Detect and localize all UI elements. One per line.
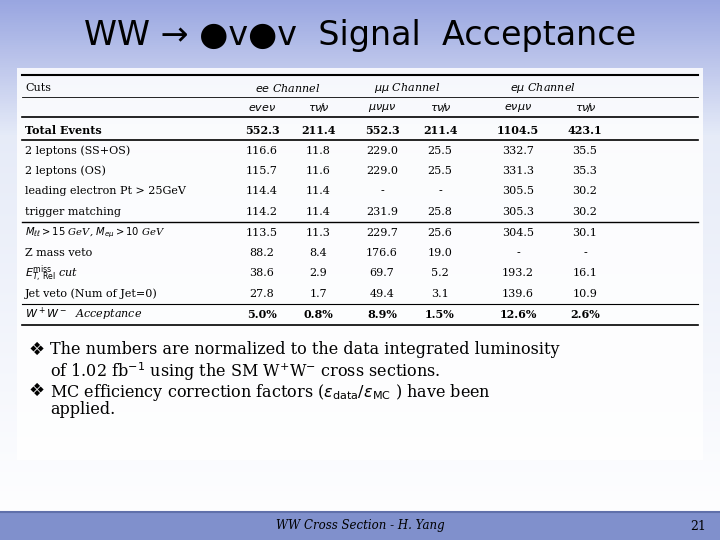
- Text: Z mass veto: Z mass veto: [25, 248, 92, 258]
- Text: 305.5: 305.5: [502, 186, 534, 197]
- Text: 5.0%: 5.0%: [247, 309, 277, 320]
- Text: 88.2: 88.2: [250, 248, 274, 258]
- Text: 12.6%: 12.6%: [499, 309, 536, 320]
- Text: trigger matching: trigger matching: [25, 207, 121, 217]
- Text: 8.9%: 8.9%: [367, 309, 397, 320]
- Text: 116.6: 116.6: [246, 145, 278, 156]
- Text: 552.3: 552.3: [364, 125, 400, 136]
- Text: 114.4: 114.4: [246, 186, 278, 197]
- Text: 69.7: 69.7: [369, 268, 395, 279]
- Text: $\tau\nu\!/\!\nu$: $\tau\nu\!/\!\nu$: [307, 102, 328, 114]
- Text: 211.4: 211.4: [423, 125, 457, 136]
- Text: 25.5: 25.5: [428, 145, 452, 156]
- Text: The numbers are normalized to the data integrated luminosity: The numbers are normalized to the data i…: [50, 341, 559, 358]
- Text: 30.1: 30.1: [572, 227, 598, 238]
- Text: 211.4: 211.4: [301, 125, 336, 136]
- Text: 114.2: 114.2: [246, 207, 278, 217]
- Text: 305.3: 305.3: [502, 207, 534, 217]
- Text: WW Cross Section - H. Yang: WW Cross Section - H. Yang: [276, 519, 444, 532]
- Text: 25.6: 25.6: [428, 227, 452, 238]
- Text: -: -: [438, 186, 442, 197]
- Text: 1104.5: 1104.5: [497, 125, 539, 136]
- Text: 2.9: 2.9: [309, 268, 327, 279]
- Text: -: -: [516, 248, 520, 258]
- Text: leading electron Pt > 25GeV: leading electron Pt > 25GeV: [25, 186, 186, 197]
- Text: 1.5%: 1.5%: [425, 309, 455, 320]
- Text: 25.5: 25.5: [428, 166, 452, 176]
- Text: 331.3: 331.3: [502, 166, 534, 176]
- Text: 11.4: 11.4: [305, 186, 330, 197]
- Text: of 1.02 fb$^{-1}$ using the SM W$^{+}$W$^{-}$ cross sections.: of 1.02 fb$^{-1}$ using the SM W$^{+}$W$…: [50, 360, 441, 383]
- Text: 552.3: 552.3: [245, 125, 279, 136]
- Text: 229.0: 229.0: [366, 145, 398, 156]
- Text: 2 leptons (OS): 2 leptons (OS): [25, 166, 106, 176]
- Text: $e\mu$ Channel: $e\mu$ Channel: [510, 81, 575, 95]
- Text: 10.9: 10.9: [572, 289, 598, 299]
- Text: 19.0: 19.0: [428, 248, 452, 258]
- Text: 113.5: 113.5: [246, 227, 278, 238]
- Text: WW → ●v●v  Signal  Acceptance: WW → ●v●v Signal Acceptance: [84, 18, 636, 51]
- Text: $\tau\nu\!/\!\nu$: $\tau\nu\!/\!\nu$: [575, 102, 595, 114]
- Text: 423.1: 423.1: [567, 125, 603, 136]
- Text: 16.1: 16.1: [572, 268, 598, 279]
- Text: 176.6: 176.6: [366, 248, 398, 258]
- Text: $M_{\ell\ell} > 15$ GeV, $M_{e\mu} > 10$ GeV: $M_{\ell\ell} > 15$ GeV, $M_{e\mu} > 10$…: [25, 225, 165, 240]
- Text: $eve\nu$: $eve\nu$: [248, 103, 276, 113]
- Text: 1.7: 1.7: [309, 289, 327, 299]
- Text: 11.8: 11.8: [305, 145, 330, 156]
- Text: 25.8: 25.8: [428, 207, 452, 217]
- Text: 11.3: 11.3: [305, 227, 330, 238]
- Text: 229.0: 229.0: [366, 166, 398, 176]
- Text: -: -: [583, 248, 587, 258]
- Text: $e\nu\mu\nu$: $e\nu\mu\nu$: [504, 102, 532, 114]
- Text: 38.6: 38.6: [250, 268, 274, 279]
- Text: 35.3: 35.3: [572, 166, 598, 176]
- Text: 229.7: 229.7: [366, 227, 398, 238]
- Text: 231.9: 231.9: [366, 207, 398, 217]
- Text: 27.8: 27.8: [250, 289, 274, 299]
- Text: 139.6: 139.6: [502, 289, 534, 299]
- Text: 35.5: 35.5: [572, 145, 598, 156]
- Text: Total Events: Total Events: [25, 125, 102, 136]
- Text: $ee$ Channel: $ee$ Channel: [255, 82, 320, 94]
- Text: 2.6%: 2.6%: [570, 309, 600, 320]
- Text: MC efficiency correction factors ($\varepsilon_{\rm data}/\varepsilon_{\rm MC}$ : MC efficiency correction factors ($\vare…: [50, 382, 491, 403]
- Text: 332.7: 332.7: [502, 145, 534, 156]
- Text: $\mu\nu\mu\nu$: $\mu\nu\mu\nu$: [368, 102, 396, 114]
- Text: $\mu\mu$ Channel: $\mu\mu$ Channel: [374, 81, 441, 95]
- Text: ❖: ❖: [28, 341, 44, 359]
- Text: 304.5: 304.5: [502, 227, 534, 238]
- Text: $\tau\nu\!/\!\nu$: $\tau\nu\!/\!\nu$: [430, 102, 451, 114]
- Text: 2 leptons (SS+OS): 2 leptons (SS+OS): [25, 145, 130, 156]
- Text: 30.2: 30.2: [572, 207, 598, 217]
- Text: applied.: applied.: [50, 401, 115, 418]
- Text: 193.2: 193.2: [502, 268, 534, 279]
- Text: ❖: ❖: [28, 382, 44, 400]
- Text: Cuts: Cuts: [25, 83, 51, 93]
- Text: 5.2: 5.2: [431, 268, 449, 279]
- Text: 0.8%: 0.8%: [303, 309, 333, 320]
- Text: 8.4: 8.4: [309, 248, 327, 258]
- Bar: [17, 68, 703, 460]
- Text: $E_{T,\,\mathrm{Rel}}^{\mathrm{miss}}$ cut: $E_{T,\,\mathrm{Rel}}^{\mathrm{miss}}$ c…: [25, 263, 78, 284]
- Text: $W^+W^-$  Acceptance: $W^+W^-$ Acceptance: [25, 306, 142, 323]
- Text: 11.6: 11.6: [305, 166, 330, 176]
- Text: 49.4: 49.4: [369, 289, 395, 299]
- Text: 21: 21: [690, 519, 706, 532]
- Text: 11.4: 11.4: [305, 207, 330, 217]
- Text: 3.1: 3.1: [431, 289, 449, 299]
- Text: -: -: [380, 186, 384, 197]
- Text: 30.2: 30.2: [572, 186, 598, 197]
- Text: 115.7: 115.7: [246, 166, 278, 176]
- Bar: [0, 512, 720, 540]
- Text: Jet veto (Num of Jet=0): Jet veto (Num of Jet=0): [25, 289, 158, 299]
